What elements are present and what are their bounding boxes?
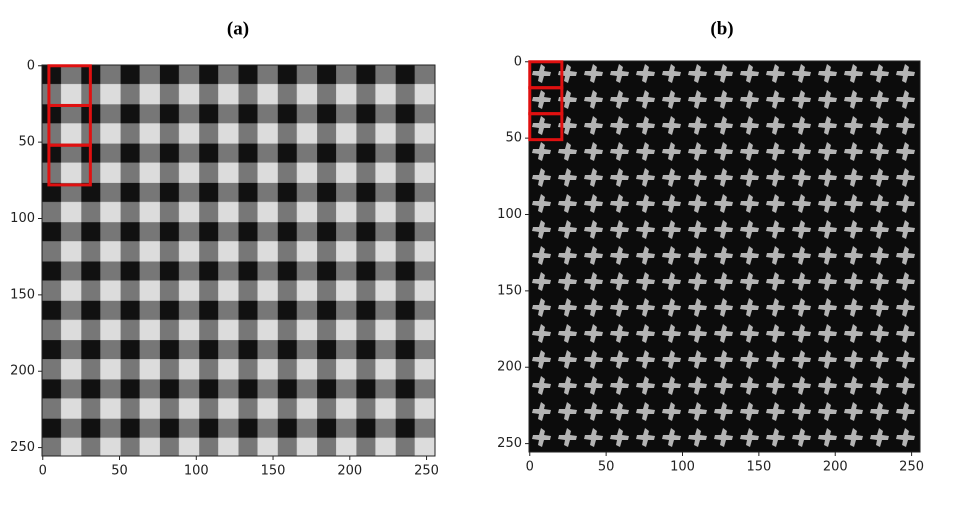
x-tick-label: 150 <box>261 464 286 479</box>
x-tick-label: 250 <box>414 464 439 479</box>
y-tick-label: 250 <box>497 436 522 451</box>
y-tick-label: 100 <box>497 207 522 222</box>
y-tick-label: 50 <box>18 135 35 150</box>
y-tick-label: 150 <box>497 283 522 298</box>
x-tick-label: 100 <box>184 464 209 479</box>
x-tick-label: 100 <box>670 460 695 475</box>
y-tick-label: 0 <box>27 58 35 73</box>
panel-title: (b) <box>710 18 733 39</box>
highlight-box <box>47 143 92 187</box>
y-tick-label: 150 <box>10 287 35 302</box>
y-tick-label: 200 <box>10 364 35 379</box>
panel-title: (a) <box>227 18 249 39</box>
x-tick-label: 50 <box>111 464 128 479</box>
x-tick-label: 250 <box>899 460 924 475</box>
image-a <box>41 64 436 457</box>
highlight-box <box>528 112 564 142</box>
x-tick-label: 200 <box>337 464 362 479</box>
x-tick-label: 150 <box>746 460 771 475</box>
y-tick-label: 50 <box>505 131 522 146</box>
x-tick-label: 200 <box>823 460 848 475</box>
y-tick-label: 100 <box>10 211 35 226</box>
x-tick-label: 0 <box>39 464 47 479</box>
x-tick-label: 0 <box>526 460 534 475</box>
y-tick-label: 0 <box>514 54 522 69</box>
y-tick-label: 200 <box>497 360 522 375</box>
x-tick-label: 50 <box>598 460 615 475</box>
y-tick-label: 250 <box>10 440 35 455</box>
image-b <box>528 60 921 453</box>
